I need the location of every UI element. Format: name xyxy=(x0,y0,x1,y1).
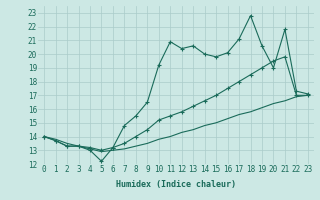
X-axis label: Humidex (Indice chaleur): Humidex (Indice chaleur) xyxy=(116,180,236,189)
